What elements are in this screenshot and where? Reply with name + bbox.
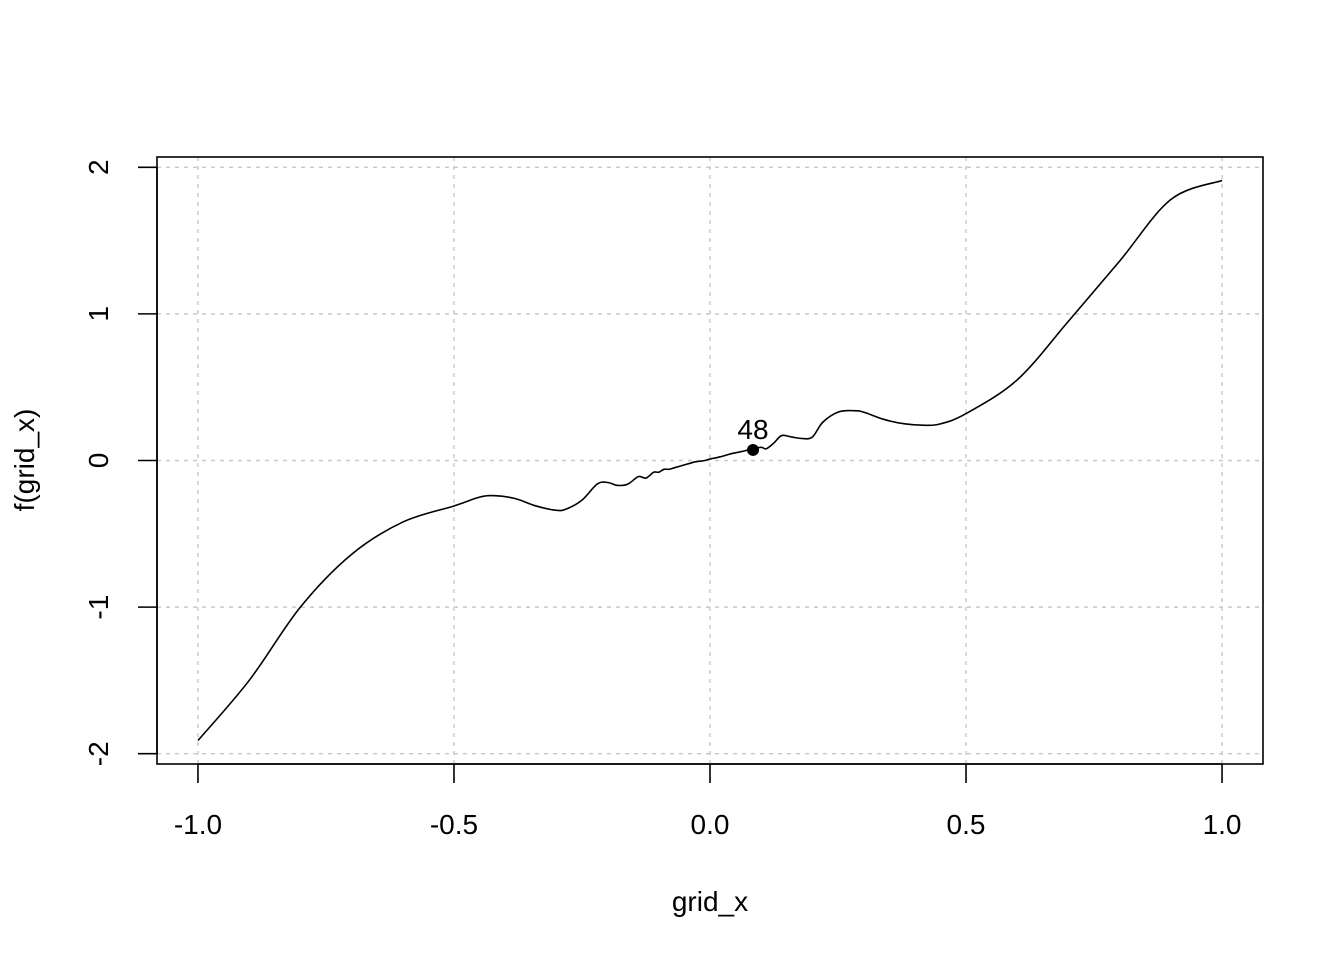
y-tick-label: -1	[83, 595, 114, 620]
y-axis: -2 -1 0 1 2	[83, 159, 158, 766]
y-tick-label: 1	[83, 306, 114, 322]
highlight-point-label: 48	[737, 414, 768, 445]
y-tick-label: 2	[83, 159, 114, 175]
x-tick-label: 0.5	[947, 809, 986, 840]
x-tick-label: 1.0	[1203, 809, 1242, 840]
x-tick-label: -1.0	[174, 809, 222, 840]
y-tick-label: -2	[83, 741, 114, 766]
x-tick-label: 0.0	[691, 809, 730, 840]
y-axis-title: f(grid_x)	[9, 409, 40, 512]
series-line	[197, 179, 1223, 742]
x-axis-title: grid_x	[672, 886, 748, 917]
grid-lines	[157, 157, 1263, 764]
highlight-point	[747, 443, 760, 456]
y-tick-label: 0	[83, 453, 114, 469]
x-tick-label: -0.5	[430, 809, 478, 840]
x-axis: -1.0 -0.5 0.0 0.5 1.0	[174, 763, 1242, 840]
